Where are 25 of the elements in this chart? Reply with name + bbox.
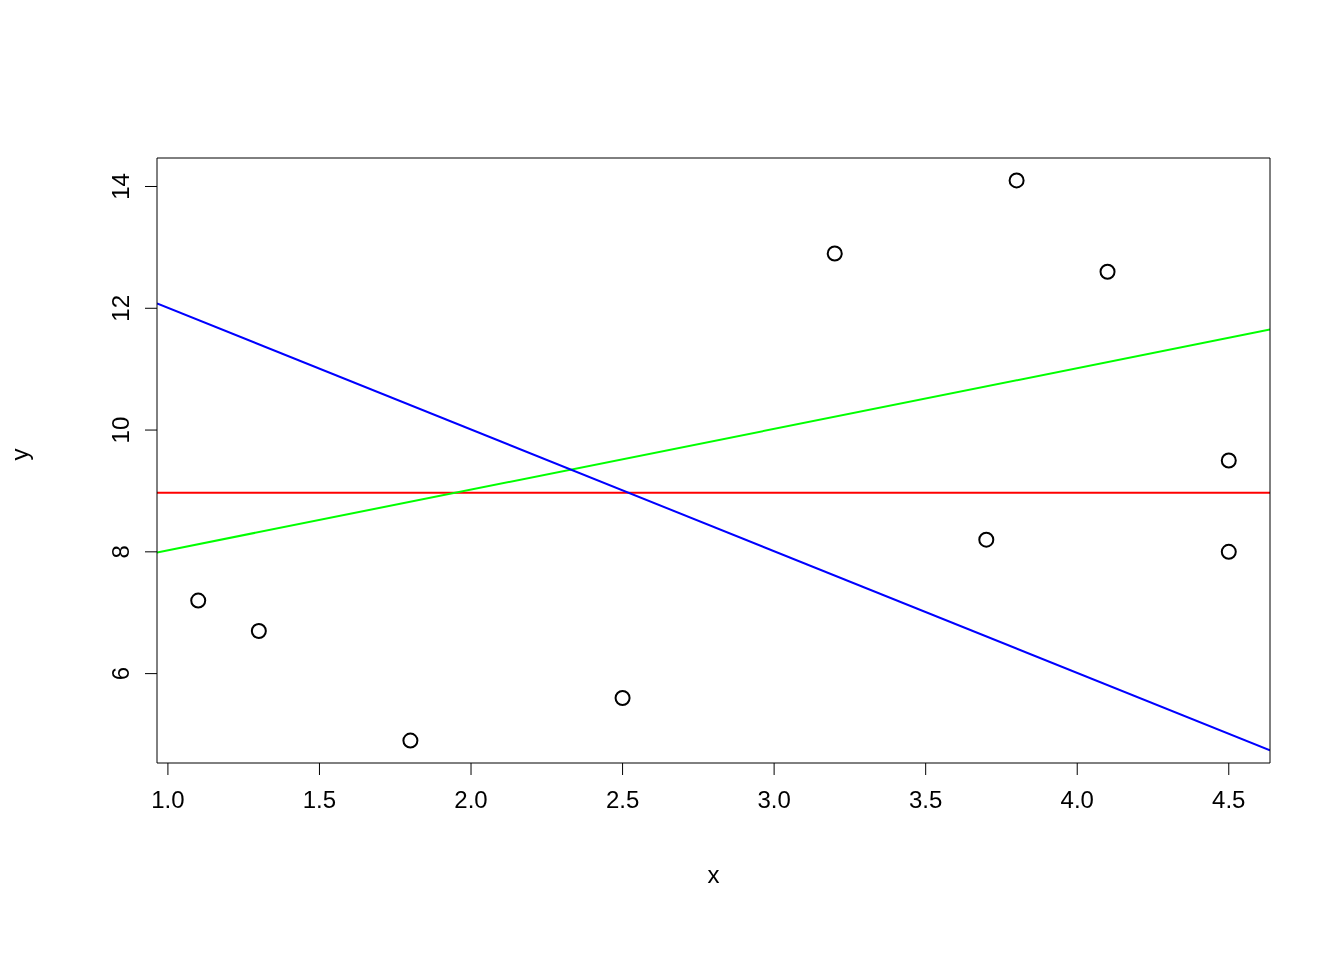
point [1008,172,1025,189]
point [826,245,843,262]
x-tick-label: 1.0 [151,786,185,814]
y-tick-label: 12 [107,294,134,322]
point [1220,543,1237,560]
x-tick-label: 3.5 [908,786,943,814]
y-axis-title: y [5,448,33,461]
point [1099,263,1116,280]
x-tick-label: 4.5 [1212,786,1246,814]
y-tick-label: 6 [107,666,134,681]
x-tick-label: 1.5 [302,786,337,814]
point [250,622,267,639]
x-tick-label: 4.0 [1060,786,1094,814]
point [402,732,419,749]
point [190,592,207,609]
x-tick-label: 3.0 [757,786,791,814]
point [1220,452,1237,469]
x-axis-title: x [707,861,720,888]
y-tick-label: 14 [107,173,134,200]
x-tick-label: 2.5 [605,786,640,814]
y-tick-label: 8 [107,545,134,559]
point [614,689,631,706]
x-tick-label: 2.0 [454,786,488,814]
point [978,531,995,548]
y-tick-label: 10 [107,416,134,444]
